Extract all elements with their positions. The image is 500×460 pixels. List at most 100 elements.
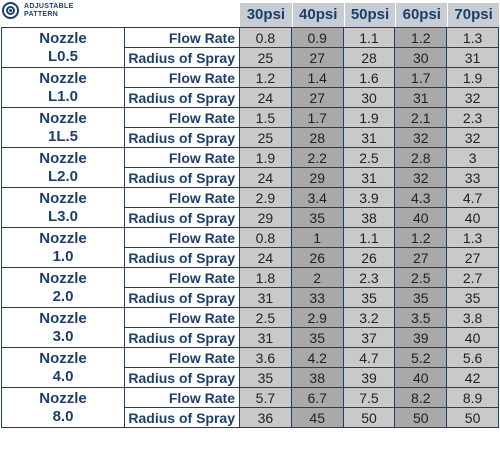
flow-rate-value: 1.2 bbox=[394, 227, 448, 248]
flow-rate-value: 5.6 bbox=[446, 347, 499, 368]
radius-value: 28 bbox=[290, 127, 344, 148]
nozzle-name-line-2: 3.0 bbox=[52, 327, 74, 345]
table-row: Nozzle L0.5 Flow Rate 0.8 0.9 1.1 1.2 1.3 bbox=[1, 27, 499, 68]
flow-rate-value: 3.6 bbox=[239, 347, 292, 368]
target-icon bbox=[2, 2, 19, 19]
table-row: Nozzle 4.0 Flow Rate 3.6 4.2 4.7 5.2 5.6 bbox=[1, 347, 499, 388]
table-row: Radius of Spray 31 33 35 35 35 bbox=[2, 287, 499, 308]
nozzle-name-line-2: 2.0 bbox=[52, 287, 74, 305]
flow-rate-value: 2.3 bbox=[342, 267, 396, 288]
radius-value: 36 bbox=[239, 407, 292, 428]
radius-value: 50 bbox=[342, 407, 396, 428]
radius-value: 40 bbox=[394, 207, 448, 228]
radius-value: 31 bbox=[239, 327, 292, 348]
flow-rate-value: 0.8 bbox=[239, 27, 292, 48]
radius-value: 37 bbox=[342, 327, 396, 348]
flow-rate-value: 1.1 bbox=[342, 27, 396, 48]
nozzle-name-line-1: Nozzle bbox=[39, 389, 87, 407]
pressure-header: 50psi bbox=[343, 3, 396, 27]
table-row: Nozzle L3.0 Flow Rate 2.9 3.4 3.9 4.3 4.7 bbox=[1, 187, 499, 228]
table-row: Nozzle 1.0 Flow Rate 0.8 1 1.1 1.2 1.3 bbox=[1, 227, 499, 268]
table-row: Radius of Spray 35 38 39 40 42 bbox=[2, 367, 499, 388]
nozzle-name-line-1: Nozzle bbox=[39, 29, 87, 47]
nozzle-name-cell: Nozzle 4.0 bbox=[1, 347, 125, 388]
flow-rate-value: 1.1 bbox=[342, 227, 396, 248]
radius-value: 33 bbox=[446, 167, 499, 188]
radius-of-spray-label: Radius of Spray bbox=[124, 167, 240, 188]
nozzle-name-line-1: Nozzle bbox=[39, 229, 87, 247]
table-row: Radius of Spray 24 29 31 32 33 bbox=[2, 167, 499, 188]
flow-rate-value: 1.4 bbox=[290, 67, 344, 88]
radius-of-spray-label: Radius of Spray bbox=[124, 287, 240, 308]
nozzle-name-cell: Nozzle 3.0 bbox=[1, 307, 125, 348]
nozzle-name-cell: Nozzle L2.0 bbox=[1, 147, 125, 188]
pressure-header: 70psi bbox=[447, 3, 499, 27]
nozzle-name-cell: Nozzle L0.5 bbox=[1, 27, 125, 68]
adjustable-pattern-logo: ADJUSTABLE PATTERN bbox=[1, 1, 238, 25]
radius-value: 29 bbox=[290, 167, 344, 188]
radius-value: 24 bbox=[239, 247, 292, 268]
nozzle-name-line-2: 1L.5 bbox=[47, 127, 78, 145]
radius-value: 32 bbox=[446, 87, 499, 108]
flow-rate-value: 2.7 bbox=[446, 267, 499, 288]
radius-value: 40 bbox=[394, 367, 448, 388]
logo-text: ADJUSTABLE PATTERN bbox=[24, 3, 114, 19]
radius-value: 39 bbox=[394, 327, 448, 348]
flow-rate-value: 4.7 bbox=[446, 187, 499, 208]
radius-value: 35 bbox=[290, 207, 344, 228]
flow-rate-label: Flow Rate bbox=[124, 227, 240, 248]
table-row: Nozzle L1.0 Flow Rate 1.2 1.4 1.6 1.7 1.9 bbox=[1, 67, 499, 108]
radius-value: 31 bbox=[446, 47, 499, 68]
radius-value: 32 bbox=[394, 127, 448, 148]
nozzle-name-line-2: 8.0 bbox=[52, 407, 74, 425]
logo-line-2: PATTERN bbox=[24, 11, 59, 18]
flow-rate-value: 1.6 bbox=[342, 67, 396, 88]
table-row: Nozzle L2.0 Flow Rate 1.9 2.2 2.5 2.8 3 bbox=[1, 147, 499, 188]
flow-rate-value: 2.9 bbox=[290, 307, 344, 328]
nozzle-name-line-1: Nozzle bbox=[39, 69, 87, 87]
nozzle-name-line-2: L2.0 bbox=[47, 167, 78, 185]
flow-rate-value: 8.9 bbox=[446, 387, 499, 408]
nozzle-name-cell: Nozzle 1.0 bbox=[1, 227, 125, 268]
radius-value: 38 bbox=[342, 207, 396, 228]
flow-rate-label: Flow Rate bbox=[124, 27, 240, 48]
flow-rate-value: 1.7 bbox=[290, 107, 344, 128]
flow-rate-value: 1.3 bbox=[446, 27, 499, 48]
flow-rate-value: 1.9 bbox=[342, 107, 396, 128]
radius-value: 31 bbox=[342, 127, 396, 148]
radius-of-spray-label: Radius of Spray bbox=[124, 87, 240, 108]
nozzle-name-cell: Nozzle 8.0 bbox=[1, 387, 125, 428]
flow-rate-value: 1.3 bbox=[446, 227, 499, 248]
flow-rate-value: 5.2 bbox=[394, 347, 448, 368]
flow-rate-value: 2.1 bbox=[394, 107, 448, 128]
table-row: Radius of Spray 36 45 50 50 50 bbox=[2, 407, 499, 428]
table-row: Radius of Spray 24 26 26 27 27 bbox=[2, 247, 499, 268]
nozzle-name-line-1: Nozzle bbox=[39, 149, 87, 167]
radius-value: 31 bbox=[239, 287, 292, 308]
table-row: Radius of Spray 29 35 38 40 40 bbox=[2, 207, 499, 228]
nozzle-performance-table: Nozzle L0.5 Flow Rate 0.8 0.9 1.1 1.2 1.3 Radius… bbox=[1, 27, 499, 428]
table-row: Nozzle 8.0 Flow Rate 5.7 6.7 7.5 8.2 8.9 bbox=[1, 387, 499, 428]
flow-rate-value: 2.2 bbox=[290, 147, 344, 168]
radius-value: 35 bbox=[239, 367, 292, 388]
pressure-header: 40psi bbox=[291, 3, 344, 27]
flow-rate-value: 3.4 bbox=[290, 187, 344, 208]
radius-value: 50 bbox=[446, 407, 499, 428]
table-row: Nozzle 1L.5 Flow Rate 1.5 1.7 1.9 2.1 2.3 bbox=[1, 107, 499, 148]
radius-value: 27 bbox=[446, 247, 499, 268]
radius-value: 24 bbox=[239, 87, 292, 108]
flow-rate-value: 5.7 bbox=[239, 387, 292, 408]
flow-rate-value: 2.8 bbox=[394, 147, 448, 168]
flow-rate-value: 2 bbox=[290, 267, 344, 288]
flow-rate-value: 1.9 bbox=[239, 147, 292, 168]
flow-rate-value: 7.5 bbox=[342, 387, 396, 408]
nozzle-name-cell: Nozzle L1.0 bbox=[1, 67, 125, 108]
flow-rate-value: 3.2 bbox=[342, 307, 396, 328]
nozzle-name-cell: Nozzle L3.0 bbox=[1, 187, 125, 228]
radius-value: 27 bbox=[394, 247, 448, 268]
radius-value: 25 bbox=[239, 127, 292, 148]
nozzle-name-line-1: Nozzle bbox=[39, 189, 87, 207]
flow-rate-value: 1.7 bbox=[394, 67, 448, 88]
table-row: Radius of Spray 25 27 28 30 31 bbox=[2, 47, 499, 68]
flow-rate-value: 0.9 bbox=[290, 27, 344, 48]
